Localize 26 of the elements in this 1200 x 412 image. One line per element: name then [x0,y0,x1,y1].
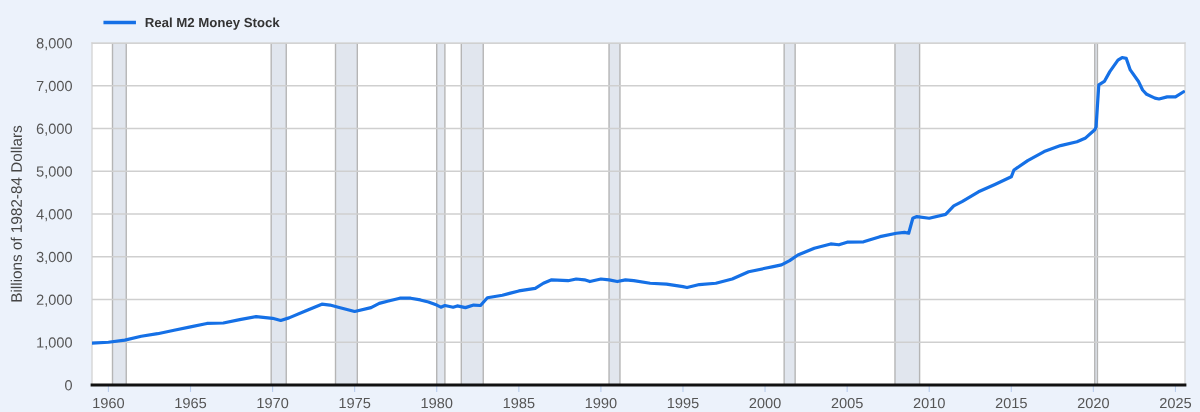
x-tick-label: 2005 [831,397,863,409]
y-tick-label: 8,000 [36,38,72,51]
x-tick-label: 2000 [749,397,781,409]
x-tick-label: 1980 [421,397,453,409]
y-axis-title: Billions of 1982-84 Dollars [10,125,22,302]
legend-label: Real M2 Money Stock [145,17,280,30]
y-tick-label: 5,000 [36,166,72,179]
y-tick-label: 1,000 [37,337,72,350]
x-tick-label: 2015 [995,397,1027,409]
y-tick-label: 0 [65,380,72,391]
x-tick-label: 2025 [1159,397,1192,409]
x-tick-label: 2010 [913,397,945,409]
line-series [92,55,1185,345]
y-tick-label: 2,000 [36,294,72,307]
y-tick-label: 3,000 [36,251,72,264]
y-tick-label: 4,000 [36,209,72,222]
y-tick-label: 7,000 [36,80,72,93]
x-tick-label: 1965 [175,397,207,409]
x-tick-label: 2020 [1077,397,1110,409]
y-tick-label: 6,000 [36,123,72,136]
x-tick-label: 1975 [339,397,371,409]
x-tick-label: 1985 [503,397,535,409]
x-tick-label: 1970 [257,397,289,409]
x-tick-label: 1990 [585,397,617,409]
x-tick-label: 1995 [667,397,699,409]
x-tick-label: 1960 [93,397,125,409]
